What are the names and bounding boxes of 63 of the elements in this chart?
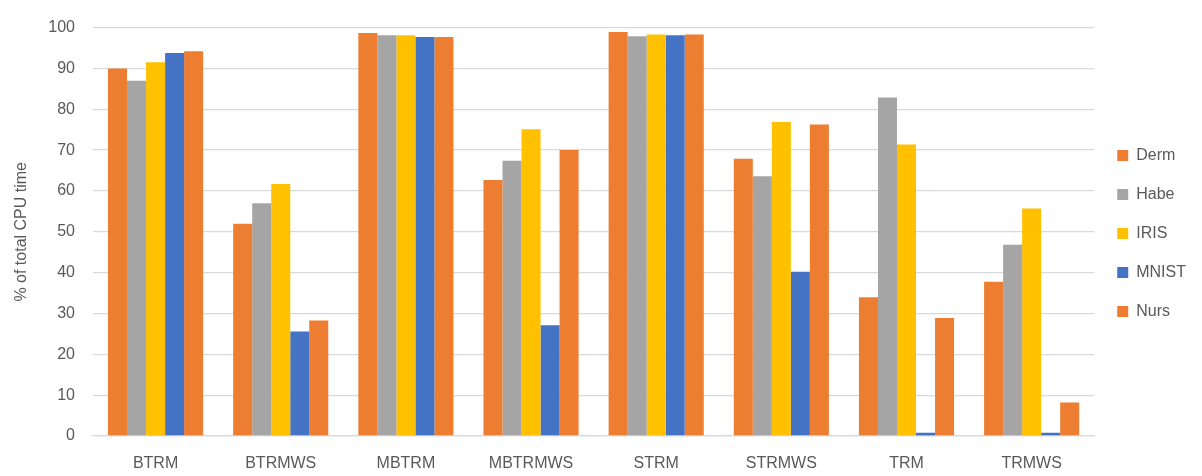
bar bbox=[252, 203, 272, 436]
bar bbox=[146, 62, 166, 436]
y-tick-label: 10 bbox=[57, 385, 76, 403]
bar bbox=[233, 223, 253, 436]
bar bbox=[896, 144, 917, 436]
y-tick-label: 30 bbox=[57, 303, 76, 321]
bar bbox=[377, 35, 397, 436]
y-tick-label: 40 bbox=[57, 263, 76, 281]
legend-label: IRIS bbox=[1136, 223, 1168, 241]
legend-label: Derm bbox=[1136, 145, 1176, 163]
bar bbox=[752, 176, 772, 436]
x-tick-label: STRM bbox=[633, 454, 679, 472]
y-tick-label: 60 bbox=[57, 181, 76, 199]
y-tick-label: 70 bbox=[57, 140, 76, 158]
bar bbox=[984, 281, 1004, 436]
bar bbox=[521, 129, 541, 436]
bar bbox=[1060, 402, 1080, 436]
bar bbox=[540, 325, 560, 436]
bar bbox=[165, 52, 185, 436]
bar bbox=[434, 36, 454, 436]
y-axis-title: % of total CPU time bbox=[12, 161, 30, 302]
x-tick-label: TRMWS bbox=[1001, 454, 1062, 472]
bar bbox=[184, 51, 204, 436]
y-tick-label: 20 bbox=[57, 344, 76, 362]
bar bbox=[502, 160, 522, 436]
bar bbox=[809, 124, 829, 436]
x-tick-label: MBTRM bbox=[376, 454, 436, 472]
legend-label: Nurs bbox=[1136, 301, 1171, 319]
bar bbox=[665, 35, 685, 436]
bar bbox=[290, 331, 310, 436]
bar bbox=[877, 97, 897, 436]
legend-label: MNIST bbox=[1136, 262, 1187, 280]
bar bbox=[559, 150, 579, 436]
bar bbox=[684, 34, 704, 436]
bar bbox=[935, 317, 955, 436]
bar bbox=[415, 36, 435, 436]
legend-label: Habe bbox=[1136, 184, 1175, 202]
bar bbox=[127, 80, 147, 436]
x-tick-label: MBTRMWS bbox=[488, 454, 574, 472]
y-tick-label: 80 bbox=[57, 99, 76, 117]
bar bbox=[627, 36, 647, 436]
x-tick-label: TRM bbox=[889, 454, 924, 472]
bar bbox=[646, 34, 666, 436]
bar bbox=[309, 320, 329, 436]
bar bbox=[108, 68, 128, 436]
bar bbox=[396, 35, 416, 436]
bar bbox=[790, 271, 810, 436]
x-tick-label: STRMWS bbox=[745, 454, 817, 472]
y-tick-label: 0 bbox=[66, 426, 76, 444]
bar bbox=[771, 121, 791, 436]
bar bbox=[733, 158, 753, 436]
bar bbox=[483, 179, 503, 436]
bar bbox=[858, 297, 878, 436]
bar bbox=[271, 184, 291, 436]
y-tick-label: 90 bbox=[57, 58, 76, 76]
x-tick-label: BTRM bbox=[132, 454, 179, 472]
bar bbox=[358, 32, 378, 436]
y-tick-label: 100 bbox=[48, 18, 76, 36]
bar bbox=[608, 32, 628, 436]
x-tick-label: BTRMWS bbox=[245, 454, 317, 472]
bar bbox=[1003, 244, 1023, 436]
bar bbox=[1022, 208, 1042, 436]
y-tick-label: 50 bbox=[57, 222, 76, 240]
